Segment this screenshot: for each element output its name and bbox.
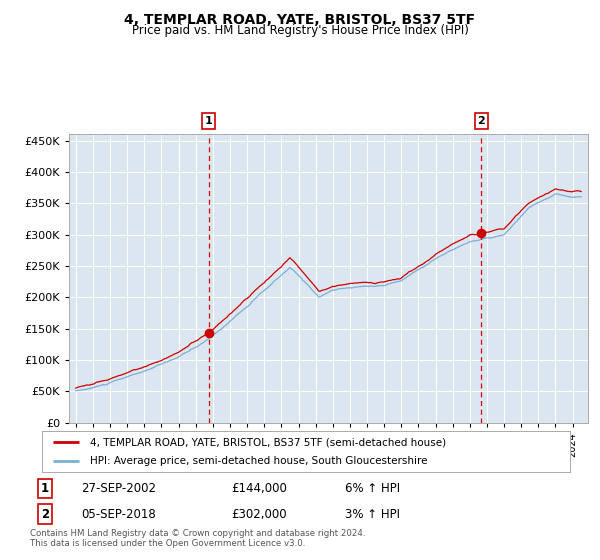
Text: £144,000: £144,000 [231,482,287,495]
Text: 4, TEMPLAR ROAD, YATE, BRISTOL, BS37 5TF (semi-detached house): 4, TEMPLAR ROAD, YATE, BRISTOL, BS37 5TF… [89,437,446,447]
Text: 05-SEP-2018: 05-SEP-2018 [81,507,156,521]
Text: This data is licensed under the Open Government Licence v3.0.: This data is licensed under the Open Gov… [30,539,305,548]
Text: HPI: Average price, semi-detached house, South Gloucestershire: HPI: Average price, semi-detached house,… [89,456,427,466]
Text: 6% ↑ HPI: 6% ↑ HPI [345,482,400,495]
Text: Price paid vs. HM Land Registry's House Price Index (HPI): Price paid vs. HM Land Registry's House … [131,24,469,37]
Text: 3% ↑ HPI: 3% ↑ HPI [345,507,400,521]
Text: £302,000: £302,000 [231,507,287,521]
Text: 1: 1 [41,482,49,495]
Text: 27-SEP-2002: 27-SEP-2002 [81,482,156,495]
Text: 1: 1 [205,116,212,126]
Text: 2: 2 [41,507,49,521]
Text: 4, TEMPLAR ROAD, YATE, BRISTOL, BS37 5TF: 4, TEMPLAR ROAD, YATE, BRISTOL, BS37 5TF [124,13,476,27]
Text: Contains HM Land Registry data © Crown copyright and database right 2024.: Contains HM Land Registry data © Crown c… [30,529,365,538]
Text: 2: 2 [478,116,485,126]
